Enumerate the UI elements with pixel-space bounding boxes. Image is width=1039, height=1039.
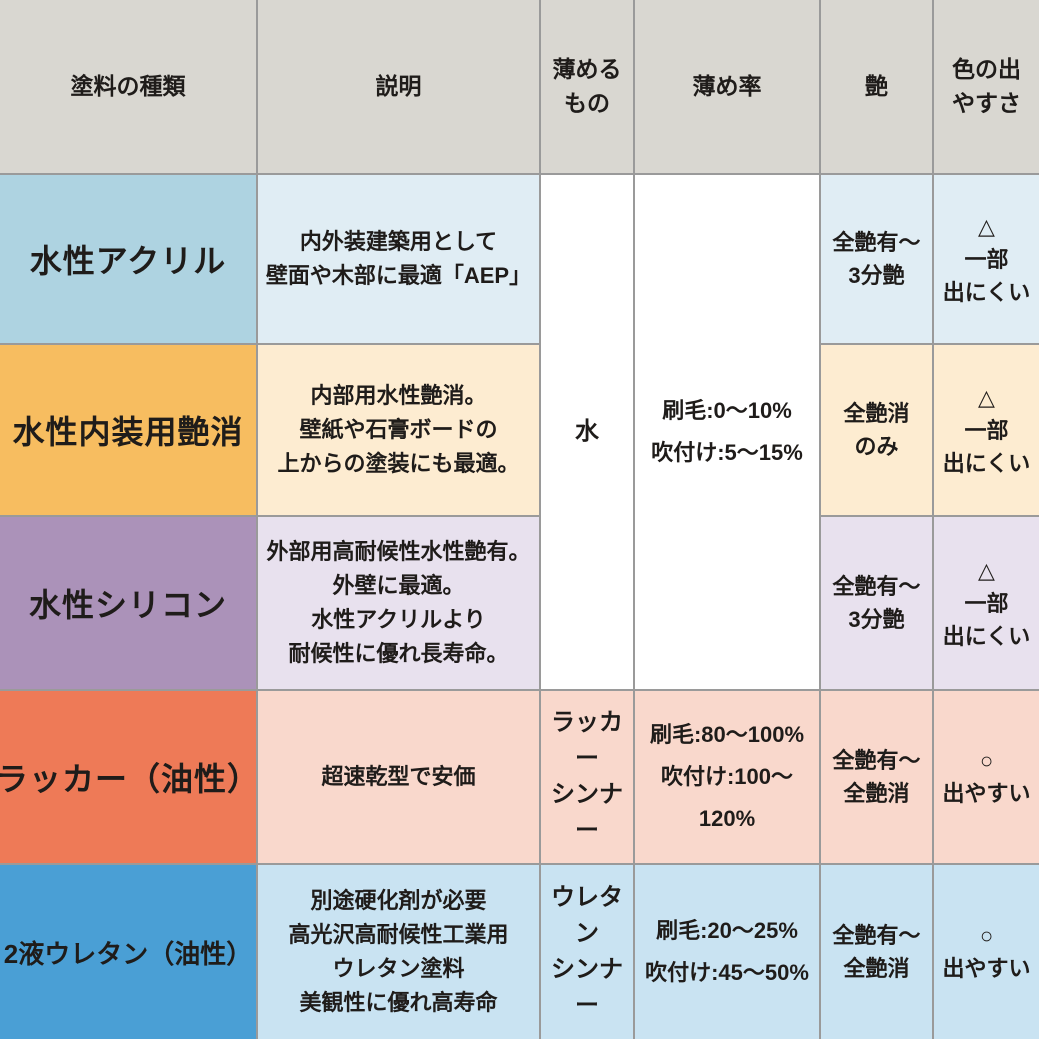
header-color-ease: 色の出 やすさ	[934, 0, 1039, 173]
row2-description: 内部用水性艶消。 壁紙や石膏ボードの 上からの塗装にも最適。	[258, 345, 539, 515]
row3-gloss: 全艶有〜 3分艶	[821, 517, 932, 689]
row4-dilution-rate: 刷毛:80〜100% 吹付け:100〜120%	[635, 691, 819, 863]
row4-gloss: 全艶有〜 全艶消	[821, 691, 932, 863]
header-paint-type: 塗料の種類	[0, 0, 256, 173]
row3-color-ease: △ 一部 出にくい	[934, 517, 1039, 689]
row4-color-ease: ○ 出やすい	[934, 691, 1039, 863]
row1-gloss: 全艶有〜 3分艶	[821, 175, 932, 343]
row2-paint-type: 水性内装用艶消	[0, 345, 256, 515]
merged-dilution-rate: 刷毛:0〜10% 吹付け:5〜15%	[635, 175, 819, 689]
header-gloss: 艶	[821, 0, 932, 173]
row5-description: 別途硬化剤が必要 高光沢高耐候性工業用 ウレタン塗料 美観性に優れ高寿命	[258, 865, 539, 1039]
row4-paint-type: ラッカー（油性）	[0, 691, 256, 863]
header-description: 説明	[258, 0, 539, 173]
header-thinner: 薄める もの	[541, 0, 633, 173]
row2-color-ease: △ 一部 出にくい	[934, 345, 1039, 515]
row3-paint-type: 水性シリコン	[0, 517, 256, 689]
merged-thinner-water: 水	[541, 175, 633, 689]
row5-thinner: ウレタン シンナー	[541, 865, 633, 1039]
row2-gloss: 全艶消 のみ	[821, 345, 932, 515]
row1-paint-type: 水性アクリル	[0, 175, 256, 343]
row5-color-ease: ○ 出やすい	[934, 865, 1039, 1039]
row4-description: 超速乾型で安価	[258, 691, 539, 863]
row1-description: 内外装建築用として 壁面や木部に最適「AEP」	[258, 175, 539, 343]
row5-paint-type: 2液ウレタン（油性）	[0, 865, 256, 1039]
row1-color-ease: △ 一部 出にくい	[934, 175, 1039, 343]
header-dilution-rate: 薄め率	[635, 0, 819, 173]
row3-description: 外部用高耐候性水性艶有。 外壁に最適。 水性アクリルより 耐候性に優れ長寿命。	[258, 517, 539, 689]
row5-dilution-rate: 刷毛:20〜25% 吹付け:45〜50%	[635, 865, 819, 1039]
row5-gloss: 全艶有〜 全艶消	[821, 865, 932, 1039]
row4-thinner: ラッカー シンナー	[541, 691, 633, 863]
